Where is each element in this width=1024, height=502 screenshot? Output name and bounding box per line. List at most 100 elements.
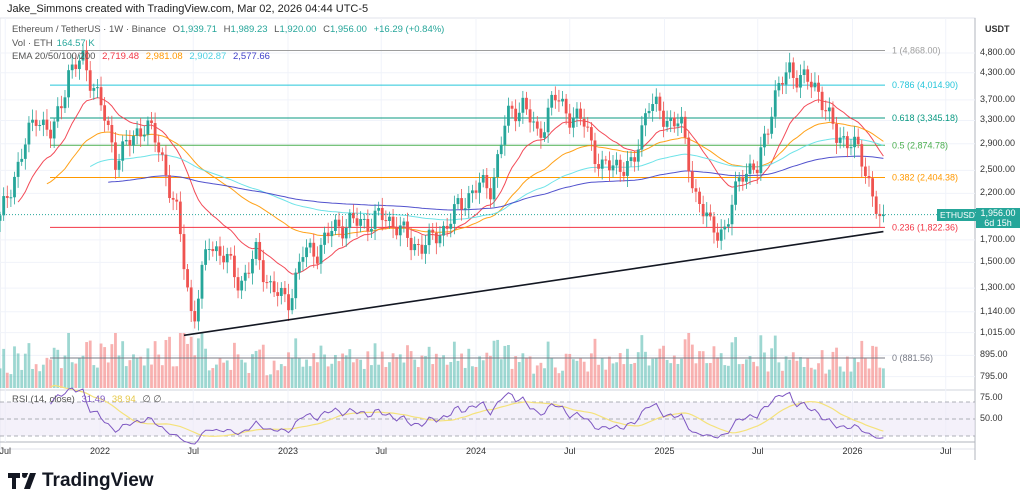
candle-body <box>557 100 561 102</box>
symbol-name[interactable]: Ethereum / TetherUS · 1W · Binance <box>12 24 166 35</box>
high-label: H <box>223 24 231 35</box>
volume-bar <box>716 357 719 388</box>
volume-bar <box>438 357 442 388</box>
volume-label: Vol · ETH <box>12 38 53 49</box>
candle <box>27 116 31 153</box>
candle <box>593 132 597 173</box>
candle-body <box>200 264 204 299</box>
candle <box>9 189 13 207</box>
candle <box>114 132 117 179</box>
candle-body <box>171 198 175 200</box>
volume-bar <box>186 343 189 388</box>
candle <box>882 204 885 223</box>
ema-label: EMA 20/50/100/200 <box>12 51 96 62</box>
candle <box>424 234 427 264</box>
candle <box>377 201 381 216</box>
candle <box>575 102 579 128</box>
candle <box>521 90 525 124</box>
candle <box>251 250 254 285</box>
candle <box>59 95 63 120</box>
candle-body <box>622 171 626 176</box>
volume-bar <box>791 352 795 388</box>
tradingview-logo[interactable]: TradingView <box>8 470 154 492</box>
candle <box>705 202 709 228</box>
candle-body <box>781 82 784 85</box>
volume-bar <box>672 355 676 388</box>
candle-body <box>640 125 644 150</box>
candle-body <box>478 182 482 193</box>
candle <box>478 172 482 204</box>
ema-legend[interactable]: EMA 20/50/100/200 2,719.48 2,981.08 2,90… <box>12 51 274 62</box>
candle <box>799 64 802 99</box>
candle <box>380 197 384 231</box>
candle-body <box>337 219 341 227</box>
volume-bar <box>301 366 305 388</box>
candle-body <box>63 97 67 109</box>
rsi-legend[interactable]: RSI (14, close) 31.49 38.94 ∅ ∅ <box>12 394 166 405</box>
candle <box>225 247 229 274</box>
volume-bar <box>135 357 139 388</box>
volume-legend[interactable]: Vol · ETH 164.57 K <box>12 38 99 49</box>
candle-body <box>402 221 406 226</box>
volume-bar <box>734 337 737 388</box>
candle <box>644 108 647 137</box>
volume-bar <box>164 340 168 388</box>
candle <box>640 115 644 157</box>
candle <box>608 151 611 182</box>
candle <box>157 134 161 162</box>
candle-body <box>763 133 766 148</box>
volume-bar <box>503 345 507 388</box>
candle <box>287 283 290 321</box>
candle <box>395 216 399 240</box>
volume-bar <box>460 353 463 388</box>
candle-body <box>654 96 658 105</box>
volume-bar <box>225 360 229 388</box>
volume-bar <box>139 356 143 388</box>
candle-body <box>604 159 608 161</box>
candle <box>182 224 186 280</box>
candle-body <box>135 128 139 136</box>
candle-body <box>413 244 417 251</box>
price-tick-label: 1,140.00 <box>980 305 1016 316</box>
candle-body <box>373 210 377 229</box>
candle <box>571 107 575 138</box>
volume-bar <box>222 362 226 388</box>
candle-body <box>305 247 308 258</box>
candle <box>452 195 456 235</box>
candle <box>23 138 27 170</box>
candle-body <box>218 246 222 256</box>
candle <box>672 111 676 133</box>
candle <box>474 180 478 200</box>
tradingview-wordmark: TradingView <box>42 470 154 491</box>
candle-body <box>41 119 45 126</box>
candle <box>254 237 258 266</box>
volume-bar <box>178 333 182 388</box>
candle <box>698 187 701 213</box>
candle-body <box>106 120 110 125</box>
fib-label-0.5: 0.5 (2,874.78) <box>892 140 948 150</box>
candle <box>629 151 633 167</box>
volume-bar <box>236 354 240 388</box>
time-tick-label: Jul <box>751 446 764 456</box>
volume-bar <box>442 355 445 388</box>
candle-body <box>287 294 290 311</box>
candle <box>229 247 233 260</box>
candle-body <box>460 198 463 210</box>
volume-bar <box>654 358 658 388</box>
candle-body <box>139 128 143 137</box>
candle-body <box>99 87 103 106</box>
candle <box>665 110 669 132</box>
volume-bar <box>312 353 316 388</box>
volume-bar <box>402 362 406 388</box>
time-tick-label: 2023 <box>278 446 299 456</box>
currency-label[interactable]: USDT <box>985 24 1010 34</box>
candle <box>171 191 175 211</box>
volume-bar <box>0 368 2 388</box>
volume-bar <box>77 357 81 388</box>
candle <box>611 154 615 178</box>
candle <box>164 145 168 187</box>
volume-bar <box>406 345 409 388</box>
candle-body <box>265 282 269 284</box>
candle <box>586 117 590 132</box>
